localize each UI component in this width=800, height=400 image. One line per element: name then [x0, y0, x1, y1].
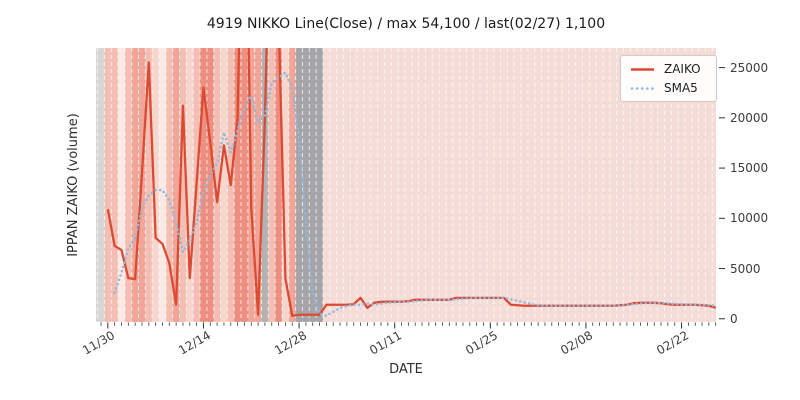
sma5-line-swatch — [630, 86, 655, 90]
y-tick-label: 0 — [730, 311, 738, 326]
legend-label-zaiko: ZAIKO — [664, 62, 701, 76]
legend-item-sma5: SMA5 — [630, 81, 708, 95]
y-axis-label: IPPAN ZAIKO (volume) — [66, 113, 81, 257]
chart-title: 4919 NIKKO Line(Close) / max 54,100 / la… — [206, 16, 606, 32]
zaiko-line-swatch — [631, 67, 654, 71]
y-tick-label: 5000 — [730, 261, 761, 276]
series-line-sma5 — [113, 71, 716, 318]
legend-label-sma5: SMA5 — [664, 81, 698, 95]
x-axis-label: DATE — [389, 362, 423, 377]
axis-ticks — [100, 67, 725, 329]
y-tick-label: 20000 — [730, 110, 769, 125]
y-tick-label: 15000 — [730, 161, 769, 176]
y-tick-label: 25000 — [730, 60, 769, 75]
y-tick-label: 10000 — [730, 211, 769, 226]
legend: ZAIKO SMA5 — [620, 55, 717, 102]
background-day-stripes — [96, 48, 716, 322]
legend-item-zaiko: ZAIKO — [630, 62, 708, 76]
